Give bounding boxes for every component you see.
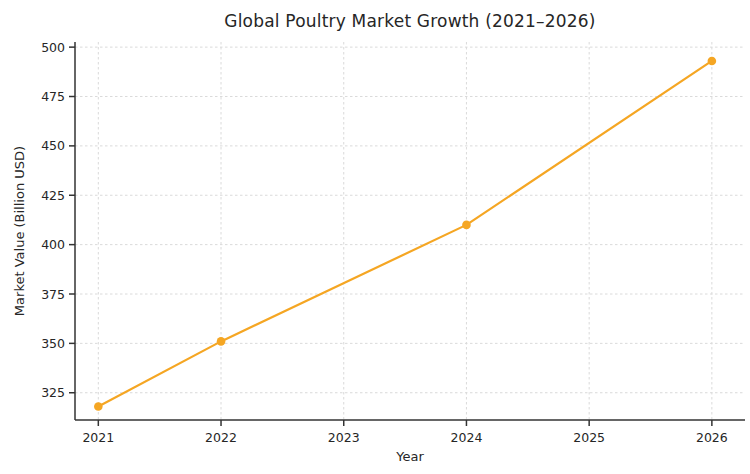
plot-area: 2021 2022 2023 2024 2025 2026 325 350 375 400 425 4… xyxy=(0,0,750,474)
x-axis-label: Year xyxy=(75,449,745,464)
x-tick-label-2023: 2023 xyxy=(328,430,360,445)
data-point-2022 xyxy=(217,337,226,346)
series-line xyxy=(98,61,712,407)
y-tick-label-450: 450 xyxy=(41,138,65,153)
y-tick-label-400: 400 xyxy=(41,237,65,252)
data-point-2026 xyxy=(708,57,717,66)
x-tick-label-2024: 2024 xyxy=(451,430,483,445)
chart-figure: Global Poultry Market Growth (2021–2026)… xyxy=(0,0,750,474)
y-tick-label-500: 500 xyxy=(41,40,65,55)
y-tick-label-375: 375 xyxy=(41,287,65,302)
x-tick-label-2026: 2026 xyxy=(696,430,728,445)
x-tick-label-2025: 2025 xyxy=(573,430,605,445)
x-tick-label-2022: 2022 xyxy=(205,430,237,445)
y-tick-label-350: 350 xyxy=(41,336,65,351)
data-point-2021 xyxy=(94,402,103,411)
x-tick-label-2021: 2021 xyxy=(82,430,114,445)
y-tick-label-325: 325 xyxy=(41,385,65,400)
y-tick-label-425: 425 xyxy=(41,188,65,203)
data-point-2024 xyxy=(462,221,471,230)
y-tick-label-475: 475 xyxy=(41,89,65,104)
